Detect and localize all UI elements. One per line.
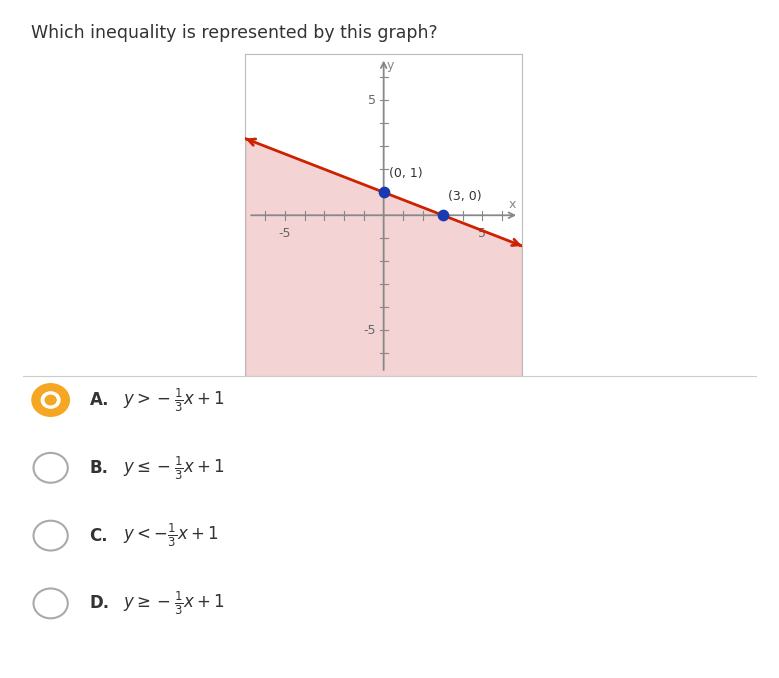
Text: $\mathit{y} < -\frac{1}{3}\mathit{x}+1$: $\mathit{y} < -\frac{1}{3}\mathit{x}+1$ <box>123 522 219 549</box>
Text: (3, 0): (3, 0) <box>448 190 481 203</box>
Text: C.: C. <box>90 527 108 544</box>
Text: 5: 5 <box>478 226 486 240</box>
Text: x: x <box>509 199 516 212</box>
Text: D.: D. <box>90 595 110 612</box>
Text: A.: A. <box>90 391 109 409</box>
Text: -5: -5 <box>279 226 291 240</box>
Text: $\mathit{y} \geq -\frac{1}{3}\mathit{x}+1$: $\mathit{y} \geq -\frac{1}{3}\mathit{x}+… <box>123 590 225 617</box>
Text: y: y <box>387 59 394 73</box>
Text: B.: B. <box>90 459 108 477</box>
Point <box>377 187 390 198</box>
Point <box>437 210 449 221</box>
Text: (0, 1): (0, 1) <box>389 167 422 180</box>
Text: -5: -5 <box>363 324 375 337</box>
Text: $\mathit{y} > -\frac{1}{3}\mathit{x}+1$: $\mathit{y} > -\frac{1}{3}\mathit{x}+1$ <box>123 386 225 414</box>
Text: 5: 5 <box>368 94 375 106</box>
Text: $\mathit{y} \leq -\frac{1}{3}\mathit{x}+1$: $\mathit{y} \leq -\frac{1}{3}\mathit{x}+… <box>123 454 225 481</box>
Text: Which inequality is represented by this graph?: Which inequality is represented by this … <box>31 24 438 42</box>
